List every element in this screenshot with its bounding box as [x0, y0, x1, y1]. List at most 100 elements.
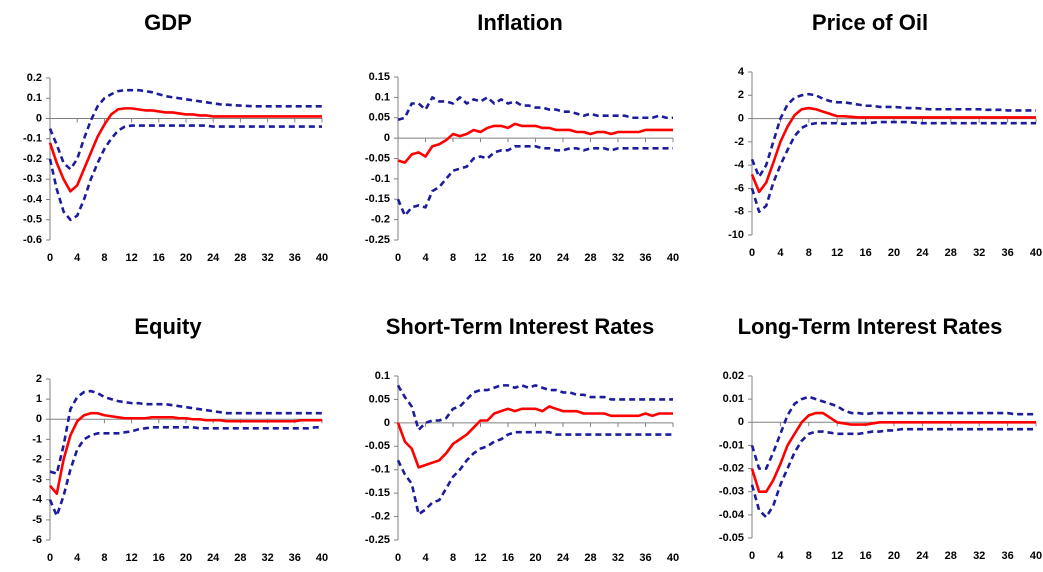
y-tick-label: -0.15 [365, 487, 390, 499]
x-tick-label: 12 [831, 550, 843, 562]
y-tick-label: -10 [728, 229, 744, 241]
y-tick-label: 2 [738, 89, 744, 101]
x-tick-label: 8 [101, 552, 107, 564]
band-line [396, 430, 673, 516]
x-tick-label: 28 [584, 252, 596, 264]
band-line [396, 144, 673, 217]
x-tick-label: 36 [289, 252, 301, 264]
x-tick-label: 8 [806, 247, 812, 259]
y-tick-label: 0 [738, 112, 744, 124]
x-tick-label: 36 [1001, 247, 1013, 259]
y-tick-label: 0.01 [723, 393, 744, 405]
y-tick-label: 0 [36, 112, 42, 124]
x-tick-label: 32 [612, 552, 624, 564]
chart-title: Short-Term Interest Rates [386, 314, 655, 339]
x-tick-label: 28 [584, 552, 596, 564]
x-tick-label: 12 [474, 552, 486, 564]
x-tick-label: 28 [234, 252, 246, 264]
y-tick-label: -0.1 [371, 464, 390, 476]
x-tick-label: 0 [47, 552, 53, 564]
y-tick-label: 0.02 [723, 370, 744, 382]
x-tick-label: 4 [422, 552, 429, 564]
y-tick-label: -3 [32, 474, 42, 486]
band-line [49, 389, 322, 475]
y-tick-label: -0.1 [371, 173, 390, 185]
band-line [396, 384, 673, 432]
y-tick-label: 0 [384, 417, 390, 429]
x-tick-label: 24 [916, 550, 929, 562]
x-tick-label: 28 [945, 247, 957, 259]
x-tick-label: 0 [395, 252, 401, 264]
y-tick-label: 2 [36, 373, 42, 385]
x-tick-label: 32 [973, 247, 985, 259]
x-tick-label: 20 [888, 550, 900, 562]
x-tick-label: 16 [153, 252, 165, 264]
band-line [750, 395, 1036, 470]
band-line [750, 427, 1036, 519]
chart-title: Price of Oil [812, 10, 928, 35]
y-tick-label: -4 [32, 494, 43, 506]
x-tick-label: 12 [125, 552, 137, 564]
y-tick-label: -0.5 [23, 214, 42, 226]
y-tick-label: -0.05 [365, 440, 390, 452]
y-tick-label: 0.15 [369, 71, 390, 83]
x-tick-label: 36 [1001, 550, 1013, 562]
y-tick-label: -0.2 [23, 153, 42, 165]
y-tick-label: -0.25 [365, 234, 390, 246]
y-tick-label: 0.1 [27, 92, 42, 104]
x-tick-label: 8 [450, 552, 456, 564]
y-tick-label: -1 [32, 433, 42, 445]
x-tick-label: 28 [945, 550, 957, 562]
y-tick-label: -0.4 [23, 193, 43, 205]
x-tick-label: 20 [180, 552, 192, 564]
chart-title: Long-Term Interest Rates [738, 314, 1003, 339]
x-tick-label: 8 [101, 252, 107, 264]
x-tick-label: 20 [529, 552, 541, 564]
x-tick-label: 8 [450, 252, 456, 264]
y-tick-label: -0.6 [23, 234, 42, 246]
y-tick-label: -0.2 [371, 214, 390, 226]
y-tick-label: -0.2 [371, 510, 390, 522]
x-tick-label: 40 [316, 552, 328, 564]
response-line [750, 411, 1036, 494]
x-tick-label: 24 [557, 552, 570, 564]
x-tick-label: 4 [422, 252, 429, 264]
y-tick-label: -0.05 [365, 152, 390, 164]
response-line [750, 106, 1036, 194]
band-line [48, 88, 322, 171]
x-tick-label: 12 [831, 247, 843, 259]
x-tick-label: 16 [859, 247, 871, 259]
chart-title: GDP [144, 10, 192, 35]
y-tick-label: -0.02 [719, 462, 744, 474]
y-tick-label: 0.2 [27, 72, 42, 84]
y-tick-label: -0.03 [719, 486, 744, 498]
x-tick-label: 12 [474, 252, 486, 264]
x-tick-label: 16 [153, 552, 165, 564]
chart-title: Inflation [477, 10, 563, 35]
y-tick-label: -2 [734, 136, 744, 148]
x-tick-label: 20 [888, 247, 900, 259]
x-tick-label: 20 [180, 252, 192, 264]
band-line [48, 124, 322, 222]
y-tick-label: -4 [734, 159, 745, 171]
x-tick-label: 24 [207, 552, 220, 564]
x-tick-label: 0 [749, 550, 755, 562]
y-tick-label: 0 [36, 413, 42, 425]
x-tick-label: 36 [289, 552, 301, 564]
y-tick-label: -8 [734, 206, 744, 218]
response-line [396, 405, 673, 469]
x-tick-label: 0 [749, 247, 755, 259]
y-tick-label: 0.1 [375, 370, 390, 382]
x-tick-label: 20 [529, 252, 541, 264]
x-tick-label: 4 [74, 252, 81, 264]
x-tick-label: 8 [806, 550, 812, 562]
x-tick-label: 12 [125, 252, 137, 264]
x-tick-label: 32 [261, 252, 273, 264]
y-tick-label: -6 [734, 182, 744, 194]
y-tick-label: -0.04 [719, 509, 745, 521]
x-tick-label: 40 [316, 252, 328, 264]
y-tick-label: 0 [738, 416, 744, 428]
x-tick-label: 0 [47, 252, 53, 264]
y-tick-label: 0.1 [375, 91, 390, 103]
